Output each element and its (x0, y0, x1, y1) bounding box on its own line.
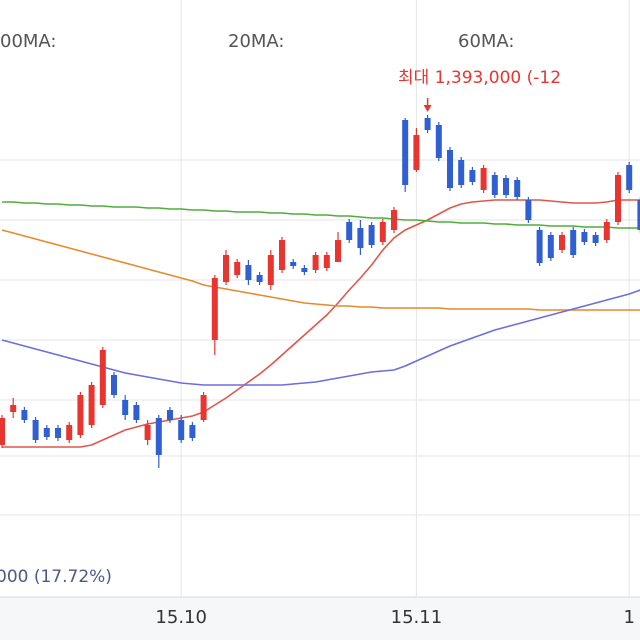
candle-body (189, 425, 196, 438)
ma-line (2, 199, 640, 448)
candle-body (178, 420, 185, 440)
candle-body (290, 262, 297, 266)
vertical-grid (180, 0, 630, 597)
candles (0, 98, 640, 468)
candle-body (223, 255, 229, 282)
candle-body (559, 235, 565, 250)
ma-line (2, 201, 640, 229)
candle-body (99, 350, 106, 405)
candle-body (267, 255, 274, 285)
candle-body (245, 265, 252, 280)
candle-body (424, 118, 431, 130)
candle-body (55, 428, 61, 438)
candle-body (301, 268, 308, 272)
candle-body (491, 175, 498, 195)
labels: 15.10 15.11 1 (155, 607, 634, 628)
candle-body (592, 235, 599, 243)
candle-body (32, 420, 39, 440)
candle-body (43, 428, 50, 437)
candle-body (346, 222, 353, 240)
candle-body (402, 120, 409, 185)
candle-body (570, 230, 577, 255)
candle-body (615, 175, 621, 222)
candle-body (211, 278, 218, 340)
horizontal-grid (0, 159, 640, 516)
ma-label: 60MA: (458, 31, 515, 52)
candle-body (536, 230, 543, 263)
candle-body (637, 200, 640, 230)
candle-body (88, 385, 95, 425)
candle-body (368, 225, 375, 245)
candle-body (312, 255, 319, 270)
x-tick-label: 15.10 (155, 607, 207, 628)
candle-body (514, 180, 521, 197)
candle-body (626, 165, 633, 190)
candle-body (480, 168, 487, 190)
candle-body (21, 410, 28, 420)
candle-body (357, 228, 364, 248)
candle-body (435, 125, 442, 158)
candle-body (122, 400, 129, 415)
candle-body (279, 240, 285, 270)
candle-body (111, 375, 117, 395)
candle-body (200, 395, 207, 420)
candle-body (234, 262, 241, 275)
candle-body (144, 425, 151, 440)
candle-body (167, 410, 173, 420)
ma-line (1, 229, 640, 311)
candle-body (379, 222, 386, 242)
candle-body (413, 135, 420, 170)
candle-body (335, 240, 341, 262)
candle-body (503, 178, 509, 195)
candle-body (155, 418, 162, 455)
candle-body (547, 235, 554, 258)
candle-body (256, 275, 263, 282)
candle-body (458, 160, 465, 185)
candle-body (447, 150, 453, 188)
ma-line (1, 289, 640, 386)
candle-body (133, 405, 140, 420)
candle-body (469, 170, 476, 182)
candle-body (323, 255, 330, 268)
candle-body (603, 222, 610, 240)
candle-body (77, 395, 84, 435)
min-annotation: 000 (17.72%) (0, 567, 112, 587)
candle-body (525, 200, 532, 220)
candle-body (391, 210, 397, 230)
candle-body (581, 232, 588, 242)
x-tick-label: 1 (623, 607, 634, 628)
ma-label: 20MA: (228, 31, 285, 52)
max-annotation: 최대 1,393,000 (-12 (398, 68, 561, 88)
max-arrow-head (423, 105, 432, 112)
candle-body (66, 425, 73, 440)
ma-label: 00MA: (0, 31, 57, 52)
x-axis-band (0, 597, 640, 640)
candle-body (0, 418, 5, 445)
candle-body (10, 405, 17, 412)
x-tick-label: 15.11 (391, 607, 443, 628)
moving-averages (1, 199, 640, 448)
